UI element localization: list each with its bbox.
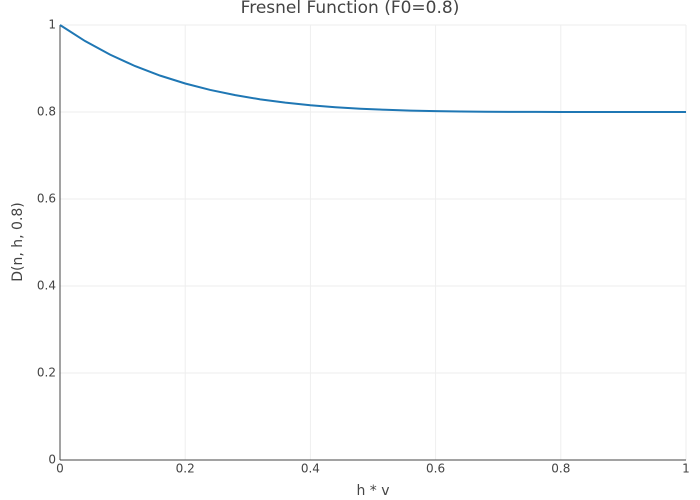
x-tick-label: 0.4 — [301, 462, 320, 476]
y-tick-label: 0.4 — [37, 279, 56, 293]
y-tick-label: 0.8 — [37, 105, 56, 119]
x-tick-label: 0.2 — [176, 462, 195, 476]
x-axis-label: h * v — [356, 483, 389, 499]
x-tick-label: 0 — [56, 462, 64, 476]
y-tick-label: 1 — [48, 18, 56, 32]
chart-title: Fresnel Function (F0=0.8) — [241, 0, 460, 18]
x-tick-label: 0.6 — [426, 462, 445, 476]
y-tick-label: 0 — [48, 453, 56, 467]
x-tick-label: 0.8 — [551, 462, 570, 476]
y-axis-label: D(n, h, 0.8) — [10, 202, 26, 282]
y-tick-label: 0.2 — [37, 366, 56, 380]
x-tick-label: 1 — [682, 462, 690, 476]
line-series — [59, 24, 686, 113]
y-tick-label: 0.6 — [37, 192, 56, 206]
